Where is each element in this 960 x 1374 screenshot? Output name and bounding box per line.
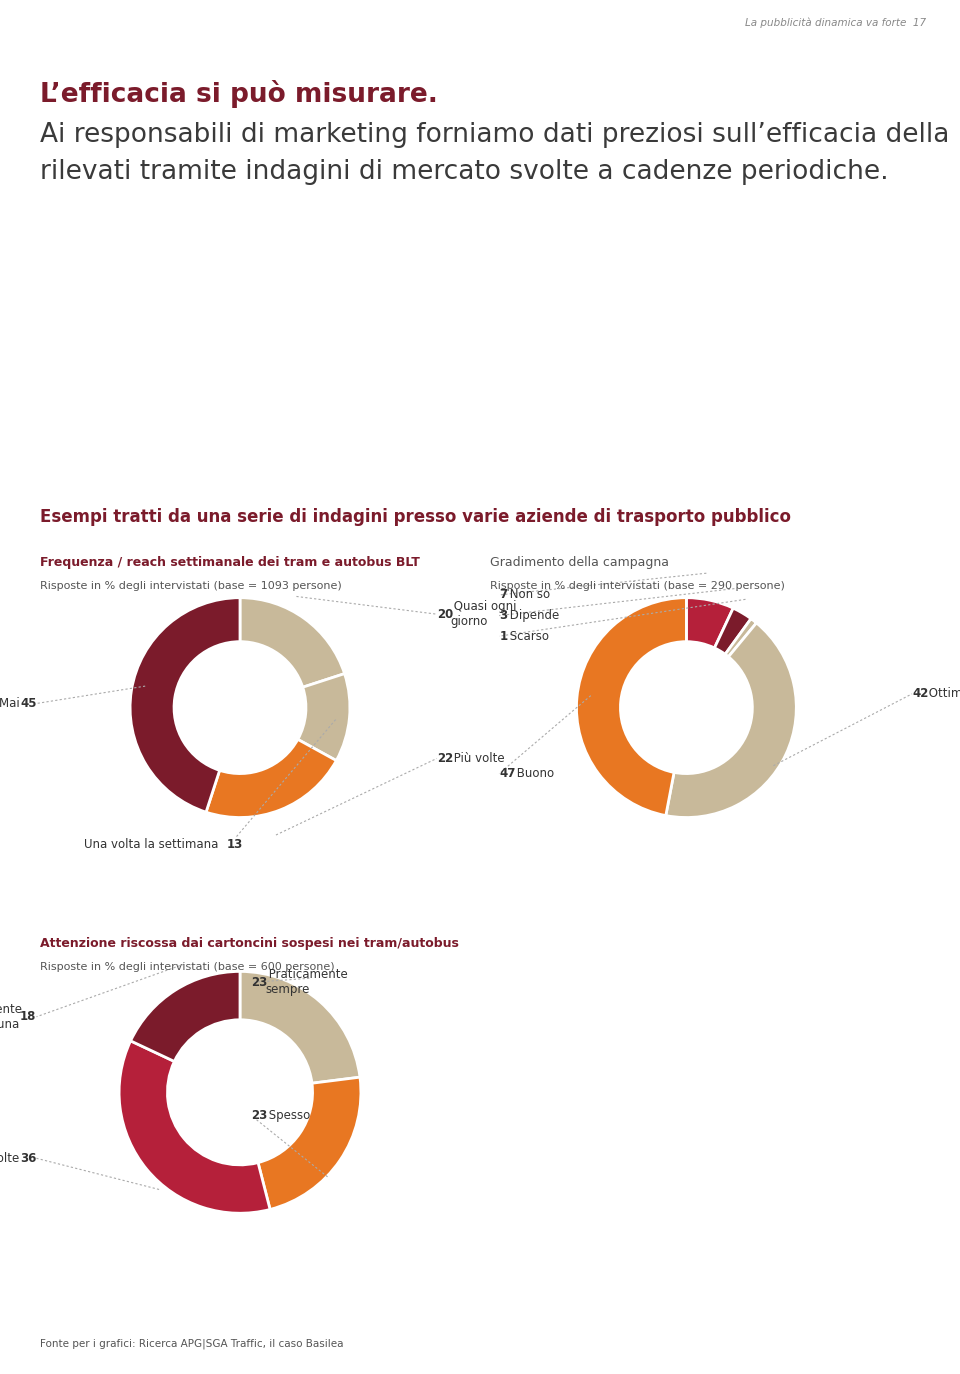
Text: Gradimento della campagna: Gradimento della campagna [490, 556, 668, 569]
Text: 45: 45 [20, 697, 36, 710]
Text: 1: 1 [499, 629, 507, 643]
Text: Praticamente
nessuna: Praticamente nessuna [0, 1003, 23, 1030]
Text: Scarso: Scarso [506, 629, 549, 643]
Text: Frequenza / reach settimanale dei tram e autobus BLT: Frequenza / reach settimanale dei tram e… [40, 556, 420, 569]
Text: Ai responsabili di marketing forniamo dati preziosi sull’efficacia della pubblic: Ai responsabili di marketing forniamo da… [40, 120, 960, 147]
Text: La pubblicità dinamica va forte  17: La pubblicità dinamica va forte 17 [745, 16, 926, 27]
Wedge shape [725, 618, 756, 657]
Text: rilevati tramite indagini di mercato svolte a cadenze periodiche.: rilevati tramite indagini di mercato svo… [40, 159, 889, 185]
Text: Mai: Mai [0, 697, 23, 710]
Wedge shape [298, 673, 349, 761]
Wedge shape [206, 739, 336, 818]
Text: Risposte in % degli intervistati (base = 600 persone): Risposte in % degli intervistati (base =… [40, 962, 335, 971]
Text: 7: 7 [499, 588, 507, 602]
Text: Attenzione riscossa dai cartoncini sospesi nei tram/autobus: Attenzione riscossa dai cartoncini sospe… [40, 937, 459, 949]
Text: Più volte: Più volte [450, 752, 505, 765]
Text: Risposte in % degli intervistati (base = 1093 persone): Risposte in % degli intervistati (base =… [40, 581, 342, 591]
Text: 20: 20 [437, 607, 453, 621]
Text: 13: 13 [228, 838, 243, 851]
Text: 22: 22 [437, 752, 453, 765]
Text: A volte: A volte [0, 1151, 23, 1165]
Wedge shape [240, 971, 360, 1083]
Text: Una volta la settimana: Una volta la settimana [84, 838, 222, 851]
Text: 36: 36 [20, 1151, 36, 1165]
Wedge shape [577, 598, 686, 816]
Wedge shape [714, 609, 751, 654]
Text: Risposte in % degli intervistati (base = 290 persone): Risposte in % degli intervistati (base =… [490, 581, 784, 591]
Text: 47: 47 [499, 767, 516, 780]
Wedge shape [131, 971, 240, 1062]
Text: Esempi tratti da una serie di indagini presso varie aziende di trasporto pubblic: Esempi tratti da una serie di indagini p… [40, 508, 791, 526]
Text: Praticamente
sempre: Praticamente sempre [265, 969, 348, 996]
Wedge shape [240, 598, 345, 687]
Text: Buono: Buono [513, 767, 554, 780]
Text: 18: 18 [20, 1010, 36, 1024]
Text: Non so: Non so [506, 588, 550, 602]
Text: 3: 3 [499, 609, 507, 622]
Text: L’efficacia si può misurare.: L’efficacia si può misurare. [40, 80, 438, 107]
Wedge shape [666, 622, 796, 818]
Text: Fonte per i grafici: Ricerca APG|SGA Traffic, il caso Basilea: Fonte per i grafici: Ricerca APG|SGA Tra… [40, 1338, 344, 1349]
Text: Dipende: Dipende [506, 609, 559, 622]
Wedge shape [119, 1041, 270, 1213]
Text: 23: 23 [252, 976, 268, 989]
Wedge shape [258, 1077, 361, 1209]
Text: 42: 42 [912, 687, 928, 701]
Wedge shape [131, 598, 240, 812]
Text: Quasi ogni
giorno: Quasi ogni giorno [450, 600, 516, 628]
Text: 23: 23 [252, 1109, 268, 1123]
Text: Ottimo: Ottimo [925, 687, 960, 701]
Wedge shape [686, 598, 733, 649]
Text: Spesso: Spesso [265, 1109, 310, 1123]
